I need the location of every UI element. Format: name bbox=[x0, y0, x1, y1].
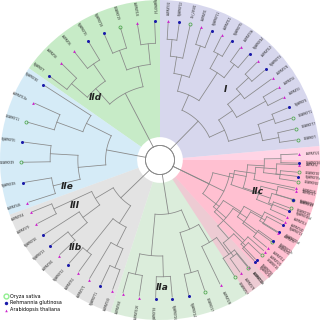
Text: AtWRKY35: AtWRKY35 bbox=[302, 188, 317, 195]
Text: AtWRKY28: AtWRKY28 bbox=[221, 290, 231, 305]
Text: OsWRKY30: OsWRKY30 bbox=[305, 171, 320, 176]
Text: OsWRKY23: OsWRKY23 bbox=[251, 271, 263, 285]
Text: AtWRKY32e: AtWRKY32e bbox=[251, 271, 265, 286]
Wedge shape bbox=[160, 0, 319, 158]
Text: RgWRKY55d: RgWRKY55d bbox=[283, 234, 300, 246]
Wedge shape bbox=[172, 146, 320, 294]
Text: RgWRKY14: RgWRKY14 bbox=[152, 0, 156, 15]
Wedge shape bbox=[110, 177, 267, 320]
Text: IId: IId bbox=[89, 93, 102, 102]
Text: OsWRKY11: OsWRKY11 bbox=[5, 114, 20, 122]
Text: RgWRKY30: RgWRKY30 bbox=[306, 161, 320, 165]
Text: AtWRKY3b: AtWRKY3b bbox=[243, 29, 255, 43]
Text: AtWRKY1: AtWRKY1 bbox=[201, 8, 209, 21]
Text: RgWRKY73: RgWRKY73 bbox=[269, 54, 283, 67]
Text: RgWRKY7: RgWRKY7 bbox=[32, 62, 45, 74]
Wedge shape bbox=[10, 168, 153, 312]
Text: RgWRKY36: RgWRKY36 bbox=[258, 265, 271, 279]
Text: OsWRKY60: OsWRKY60 bbox=[304, 180, 319, 187]
Text: OsWRKY43: OsWRKY43 bbox=[299, 200, 315, 208]
Text: RgWRKY38: RgWRKY38 bbox=[153, 306, 157, 320]
Text: RgWRKY24: RgWRKY24 bbox=[188, 302, 196, 318]
Text: OsWRKY37: OsWRKY37 bbox=[205, 297, 214, 313]
Text: IIa: IIa bbox=[156, 284, 169, 292]
Wedge shape bbox=[175, 160, 320, 279]
Text: RgWRKY50: RgWRKY50 bbox=[260, 263, 273, 277]
Text: RgWRKY23: RgWRKY23 bbox=[32, 248, 46, 260]
Text: AtWRKY70: AtWRKY70 bbox=[17, 225, 32, 236]
Text: AtWRKY20: AtWRKY20 bbox=[268, 254, 282, 267]
Text: RgWRKY75: RgWRKY75 bbox=[233, 21, 244, 36]
Text: RgWRKY44: RgWRKY44 bbox=[252, 36, 265, 50]
Text: AtWRKY54: AtWRKY54 bbox=[11, 213, 26, 222]
Text: OsWRKY71: OsWRKY71 bbox=[298, 109, 314, 118]
Text: AtWRKY51: AtWRKY51 bbox=[64, 276, 76, 291]
Text: RgWRKY40: RgWRKY40 bbox=[24, 71, 39, 83]
Text: AtWRKY21: AtWRKY21 bbox=[305, 151, 320, 156]
Text: Del_26581: Del_26581 bbox=[190, 3, 197, 18]
Text: AtWRKY10: AtWRKY10 bbox=[261, 45, 274, 58]
Text: AtWRKY9: AtWRKY9 bbox=[283, 235, 296, 245]
Text: AtWRKY32: AtWRKY32 bbox=[167, 0, 172, 15]
Text: AtWRKY74: AtWRKY74 bbox=[276, 64, 291, 76]
Text: RgWRKY49: RgWRKY49 bbox=[1, 182, 17, 188]
Text: OsWRKY7: OsWRKY7 bbox=[304, 135, 317, 141]
Text: IIb: IIb bbox=[69, 243, 82, 252]
Text: AtWRKY2: AtWRKY2 bbox=[306, 163, 318, 167]
Text: AtWRKY4: AtWRKY4 bbox=[283, 76, 296, 86]
Text: AtWRKY30: AtWRKY30 bbox=[103, 296, 112, 311]
Text: IIe: IIe bbox=[61, 182, 74, 191]
Text: AtWRKY71: AtWRKY71 bbox=[76, 284, 87, 299]
Text: III: III bbox=[70, 201, 80, 210]
Text: AtWRKY17: AtWRKY17 bbox=[302, 190, 316, 197]
Text: RgWRKY18: RgWRKY18 bbox=[93, 12, 103, 28]
Text: RgWRKY12c: RgWRKY12c bbox=[277, 243, 293, 256]
Text: AtWRKY3: AtWRKY3 bbox=[289, 87, 302, 96]
Text: RgWRKY26: RgWRKY26 bbox=[171, 305, 176, 320]
Text: RgWRKY40d: RgWRKY40d bbox=[295, 212, 312, 221]
Text: RgWRKY12: RgWRKY12 bbox=[178, 1, 184, 16]
Text: RgWRKY32: RgWRKY32 bbox=[52, 268, 65, 282]
Text: RgWRKY11: RgWRKY11 bbox=[212, 10, 221, 26]
Text: RgWRKY20: RgWRKY20 bbox=[24, 237, 39, 248]
Wedge shape bbox=[29, 0, 160, 147]
Wedge shape bbox=[0, 68, 141, 215]
Text: RgWRKY35: RgWRKY35 bbox=[75, 21, 86, 36]
Text: AtWRKY6: AtWRKY6 bbox=[60, 35, 71, 47]
Text: RgWRKY13: RgWRKY13 bbox=[288, 226, 303, 237]
Text: AtWRKY40: AtWRKY40 bbox=[290, 223, 304, 233]
Text: AtWRKY46: AtWRKY46 bbox=[7, 203, 22, 211]
Text: OsWRKY19: OsWRKY19 bbox=[112, 5, 120, 21]
Text: AtWRKY13: AtWRKY13 bbox=[292, 218, 307, 227]
Text: AtWRKY11b: AtWRKY11b bbox=[12, 92, 28, 102]
Text: AtWRKY100: AtWRKY100 bbox=[133, 304, 140, 320]
Text: OsWRKY28: OsWRKY28 bbox=[296, 209, 311, 218]
Text: OsWRKY49: OsWRKY49 bbox=[0, 160, 14, 164]
Text: AtWRKY12: AtWRKY12 bbox=[271, 251, 285, 263]
Text: AtWRKY11: AtWRKY11 bbox=[223, 16, 233, 30]
Text: OsWRKY77: OsWRKY77 bbox=[301, 122, 317, 129]
Text: OsWRKY55: OsWRKY55 bbox=[276, 244, 291, 256]
Text: AtWRKY8: AtWRKY8 bbox=[45, 48, 57, 60]
Legend: Oryza sativa, Rehmannia glutinosa, Arabidopsis thaliana: Oryza sativa, Rehmannia glutinosa, Arabi… bbox=[3, 292, 64, 314]
Text: AtWRKY18: AtWRKY18 bbox=[132, 2, 138, 17]
Text: RgWRKY35d: RgWRKY35d bbox=[304, 175, 320, 181]
Text: RgWRKY28: RgWRKY28 bbox=[299, 199, 315, 208]
Text: IIc: IIc bbox=[251, 187, 263, 196]
Text: OsWRKY57: OsWRKY57 bbox=[237, 282, 248, 296]
Text: RgWRKY71: RgWRKY71 bbox=[89, 291, 100, 306]
Text: OsWRKY16: OsWRKY16 bbox=[265, 258, 279, 271]
Text: AtWRKY75: AtWRKY75 bbox=[243, 277, 254, 292]
Text: I: I bbox=[224, 85, 227, 94]
Text: AtWRKY81: AtWRKY81 bbox=[42, 259, 55, 271]
Text: AtWRKY65: AtWRKY65 bbox=[115, 300, 123, 315]
Text: RgWRKY6: RgWRKY6 bbox=[294, 98, 308, 107]
Text: RgWRKY55: RgWRKY55 bbox=[1, 137, 16, 143]
